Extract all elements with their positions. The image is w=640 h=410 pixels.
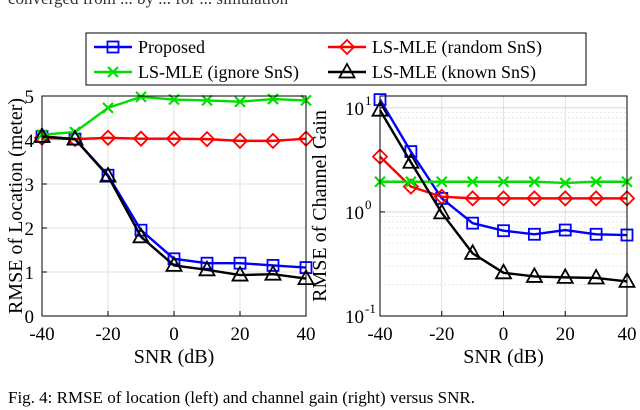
gain-point-ls-mle-random-sns [464, 190, 481, 207]
location-line-ls-mle-known-sns [41, 135, 307, 280]
gain-grid [379, 96, 628, 317]
legend-entry-ls-mle-ignore-sns: LS-MLE (ignore SnS) [94, 62, 299, 83]
gain-point-proposed [558, 223, 572, 237]
figure-caption: Fig. 4: RMSE of location (left) and chan… [8, 388, 638, 410]
gain-point-proposed [527, 227, 541, 241]
location-y-tick-label: 0 [25, 307, 35, 328]
legend-swatch-marker [107, 66, 119, 78]
legend-swatch-marker [337, 62, 357, 79]
gain-x-tick-label: -20 [429, 324, 454, 345]
gain-x-tick-label: 40 [618, 324, 637, 345]
gain-y-tick-exponent: -1 [365, 301, 376, 316]
gain-point-ls-mle-ignore-sns [435, 175, 448, 188]
gain-point-ls-mle-ignore-sns [528, 175, 541, 188]
location-point-ls-mle-known-sns [164, 255, 184, 272]
gain-point-ls-mle-ignore-sns [559, 177, 572, 189]
gain-y-axis-label: RMSE of Channel Gain [309, 110, 331, 302]
location-point-ls-mle-ignore-sns [102, 102, 114, 114]
location-point-ls-mle-known-sns [98, 166, 118, 183]
gain-point-ls-mle-random-sns [556, 190, 574, 207]
location-point-ls-mle-known-sns [230, 265, 250, 282]
legend-swatch-marker [106, 40, 120, 54]
location-y-tick-label: 4 [25, 131, 35, 152]
gain-line-proposed [378, 99, 628, 237]
location-x-tick-label: 40 [297, 324, 316, 345]
location-point-ls-mle-known-sns [197, 259, 217, 277]
gain-x-tick-label: -40 [367, 324, 392, 345]
gain-point-ls-mle-known-sns [525, 266, 544, 283]
location-point-ls-mle-random-sns [99, 129, 117, 147]
gain-x-tick-label: 0 [499, 324, 509, 345]
location-y-axis-label: RMSE of Location (meter) [5, 98, 27, 314]
location-point-ls-mle-random-sns [231, 132, 249, 150]
legend-entry-ls-mle-random-sns: LS-MLE (random SnS) [328, 37, 542, 58]
location-y-tick-label: 5 [25, 87, 35, 108]
gain-series-ls-mle-known-sns [370, 100, 637, 288]
gain-point-ls-mle-known-sns [556, 267, 575, 284]
legend-entry-ls-mle-known-sns: LS-MLE (known SnS) [328, 62, 536, 83]
gain-line-ls-mle-known-sns [378, 109, 628, 283]
figure-caption-text: Fig. 4: RMSE of location (left) and chan… [8, 388, 475, 407]
location-point-ls-mle-ignore-sns [201, 94, 213, 107]
location-x-tick-label: 20 [231, 324, 250, 345]
gain-point-ls-mle-known-sns [432, 202, 451, 220]
location-point-ls-mle-ignore-sns [135, 91, 147, 103]
location-point-ls-mle-ignore-sns [234, 95, 246, 108]
gain-y-tick-label: 10 [345, 203, 364, 224]
location-y-tick-label: 3 [25, 175, 35, 196]
location-point-ls-mle-random-sns [132, 130, 150, 147]
location-y-tick-label: 1 [25, 263, 35, 284]
gain-x-tick-label: 20 [556, 324, 575, 345]
legend-box [85, 32, 587, 86]
location-y-tick-label: 2 [25, 219, 35, 240]
legend-swatch-marker [338, 38, 356, 56]
location-line-ls-mle-random-sns [41, 136, 307, 143]
location-x-tick-label: -20 [95, 324, 120, 345]
location-rmse-chart: -40 -20 0 20 40 0 1 2 3 4 5 SNR (dB) RMSE of Locatio… [5, 87, 316, 368]
gain-point-ls-mle-known-sns [401, 152, 420, 169]
location-point-ls-mle-known-sns [131, 226, 151, 244]
gain-point-ls-mle-ignore-sns [466, 175, 479, 188]
legend-label: Proposed [138, 37, 205, 57]
top-caption-text: converged from ... by ... for ... simula… [8, 0, 288, 8]
gain-point-ls-mle-random-sns [587, 190, 605, 207]
gain-point-proposed [589, 227, 603, 241]
top-caption-fragment: converged from ... by ... for ... simula… [8, 0, 638, 11]
gain-point-ls-mle-known-sns [463, 243, 482, 260]
legend-label: LS-MLE (ignore SnS) [138, 62, 299, 83]
gain-x-axis-label: SNR (dB) [463, 346, 544, 368]
gain-point-ls-mle-random-sns [495, 190, 512, 207]
gain-y-tick-label: 10 [345, 307, 364, 328]
legend-entry-proposed: Proposed [94, 37, 205, 57]
gain-point-proposed [497, 224, 510, 238]
legend-label: LS-MLE (random SnS) [372, 37, 542, 58]
legend: Proposed LS-MLE (random SnS) LS-MLE (ignor… [85, 32, 587, 86]
gain-y-tick-label: 10 [345, 99, 364, 120]
location-point-ls-mle-random-sns [198, 130, 216, 148]
gain-point-ls-mle-random-sns [402, 178, 420, 195]
location-x-axis-label: SNR (dB) [134, 346, 215, 368]
location-x-tick-label: -40 [29, 324, 54, 345]
gain-y-tick-exponent: 1 [365, 93, 372, 108]
gain-point-ls-mle-random-sns [526, 190, 543, 207]
gain-point-ls-mle-ignore-sns [590, 175, 602, 188]
gain-line-ls-mle-random-sns [379, 155, 627, 200]
legend-label: LS-MLE (known SnS) [372, 62, 536, 83]
location-series-ls-mle-known-sns [32, 126, 316, 286]
gain-point-ls-mle-ignore-sns [405, 175, 417, 188]
location-point-ls-mle-known-sns [65, 129, 85, 146]
location-point-ls-mle-random-sns [264, 132, 282, 150]
location-point-ls-mle-known-sns [263, 264, 283, 281]
gain-series-ls-mle-ignore-sns [374, 175, 633, 189]
gain-y-tick-exponent: 0 [365, 197, 372, 212]
gain-point-proposed [466, 216, 480, 230]
gain-point-ls-mle-known-sns [494, 262, 513, 280]
gain-point-ls-mle-ignore-sns [497, 175, 510, 188]
gain-point-ls-mle-known-sns [587, 268, 606, 285]
location-point-ls-mle-random-sns [165, 130, 183, 147]
location-x-tick-label: 0 [169, 324, 179, 345]
location-point-proposed [266, 258, 280, 272]
